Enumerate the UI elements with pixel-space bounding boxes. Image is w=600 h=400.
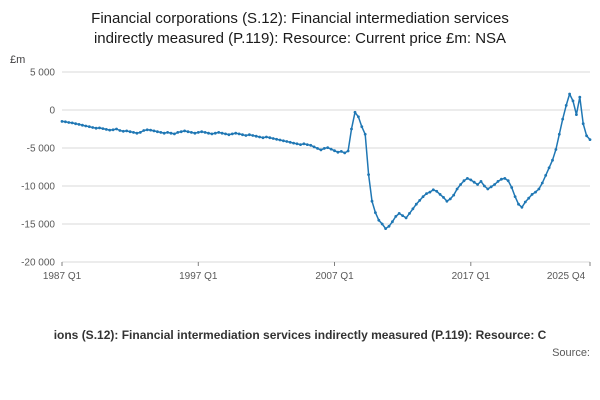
series-line bbox=[61, 92, 591, 229]
y-tick-label: -15 000 bbox=[21, 219, 55, 230]
y-tick-label: -10 000 bbox=[21, 181, 55, 192]
source-label: Source: bbox=[552, 346, 590, 359]
chart-title: Financial corporations (S.12): Financial… bbox=[91, 10, 509, 48]
x-tick-label: 2025 Q4 bbox=[547, 271, 586, 282]
series-points bbox=[60, 92, 592, 230]
x-tick-label: 2007 Q1 bbox=[315, 271, 354, 282]
x-tick-label: 1997 Q1 bbox=[179, 271, 218, 282]
x-tick-label: 2017 Q1 bbox=[452, 271, 491, 282]
gridlines: 5 000 0 -5 000 -10 000 -15 000 -20 000 bbox=[21, 67, 590, 268]
x-tick-label: 1987 Q1 bbox=[43, 271, 82, 282]
footer-caption: ions (S.12): Financial intermediation se… bbox=[53, 327, 547, 342]
x-axis: 1987 Q1 1997 Q1 2007 Q1 2017 Q1 2025 Q4 bbox=[43, 261, 591, 282]
y-tick-label: 5 000 bbox=[30, 67, 55, 78]
y-tick-label: -20 000 bbox=[21, 257, 55, 268]
y-axis-unit-label: £m bbox=[10, 53, 26, 66]
y-tick-label: -5 000 bbox=[27, 143, 56, 154]
y-tick-label: 0 bbox=[49, 105, 55, 116]
